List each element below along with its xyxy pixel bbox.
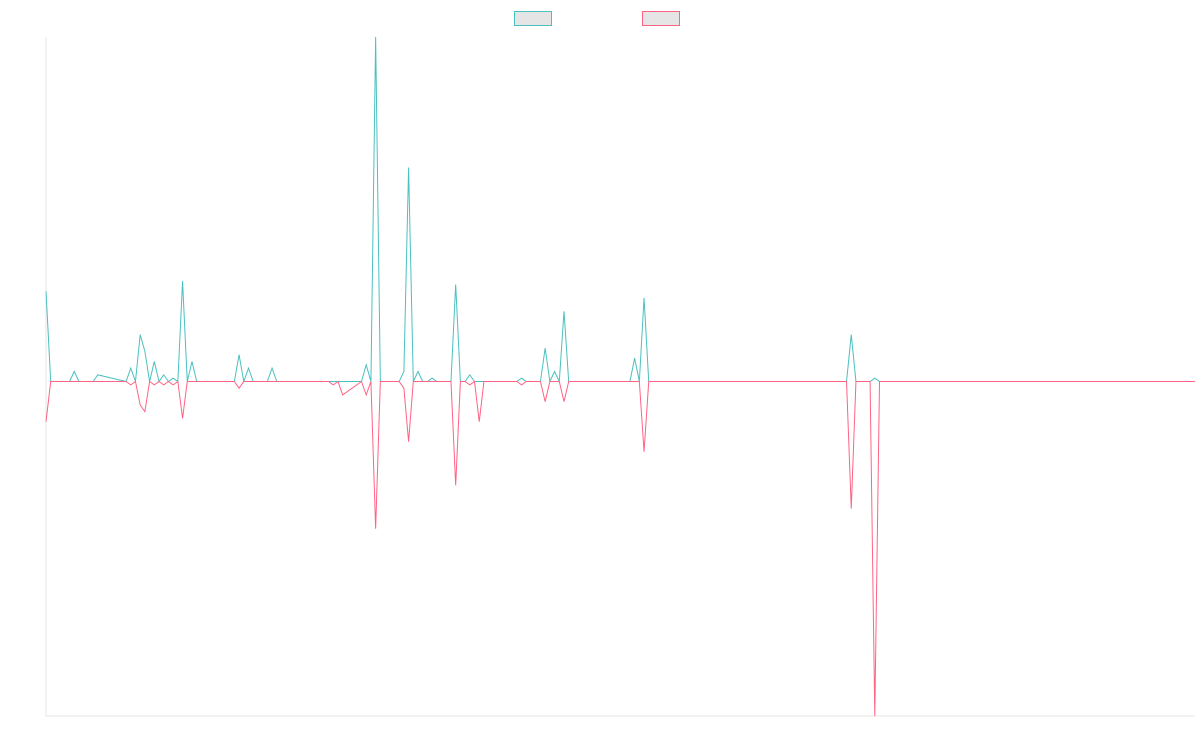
series-line-1[interactable] (45, 36, 1195, 384)
legend-swatch-series-2 (642, 10, 680, 26)
legend-item-series-2[interactable] (642, 9, 686, 27)
series-line-2[interactable] (45, 380, 1195, 717)
chart-legend (0, 9, 1200, 27)
legend-item-series-1[interactable] (514, 9, 558, 27)
series-layer (45, 36, 1195, 717)
legend-swatch-series-1 (514, 10, 552, 26)
